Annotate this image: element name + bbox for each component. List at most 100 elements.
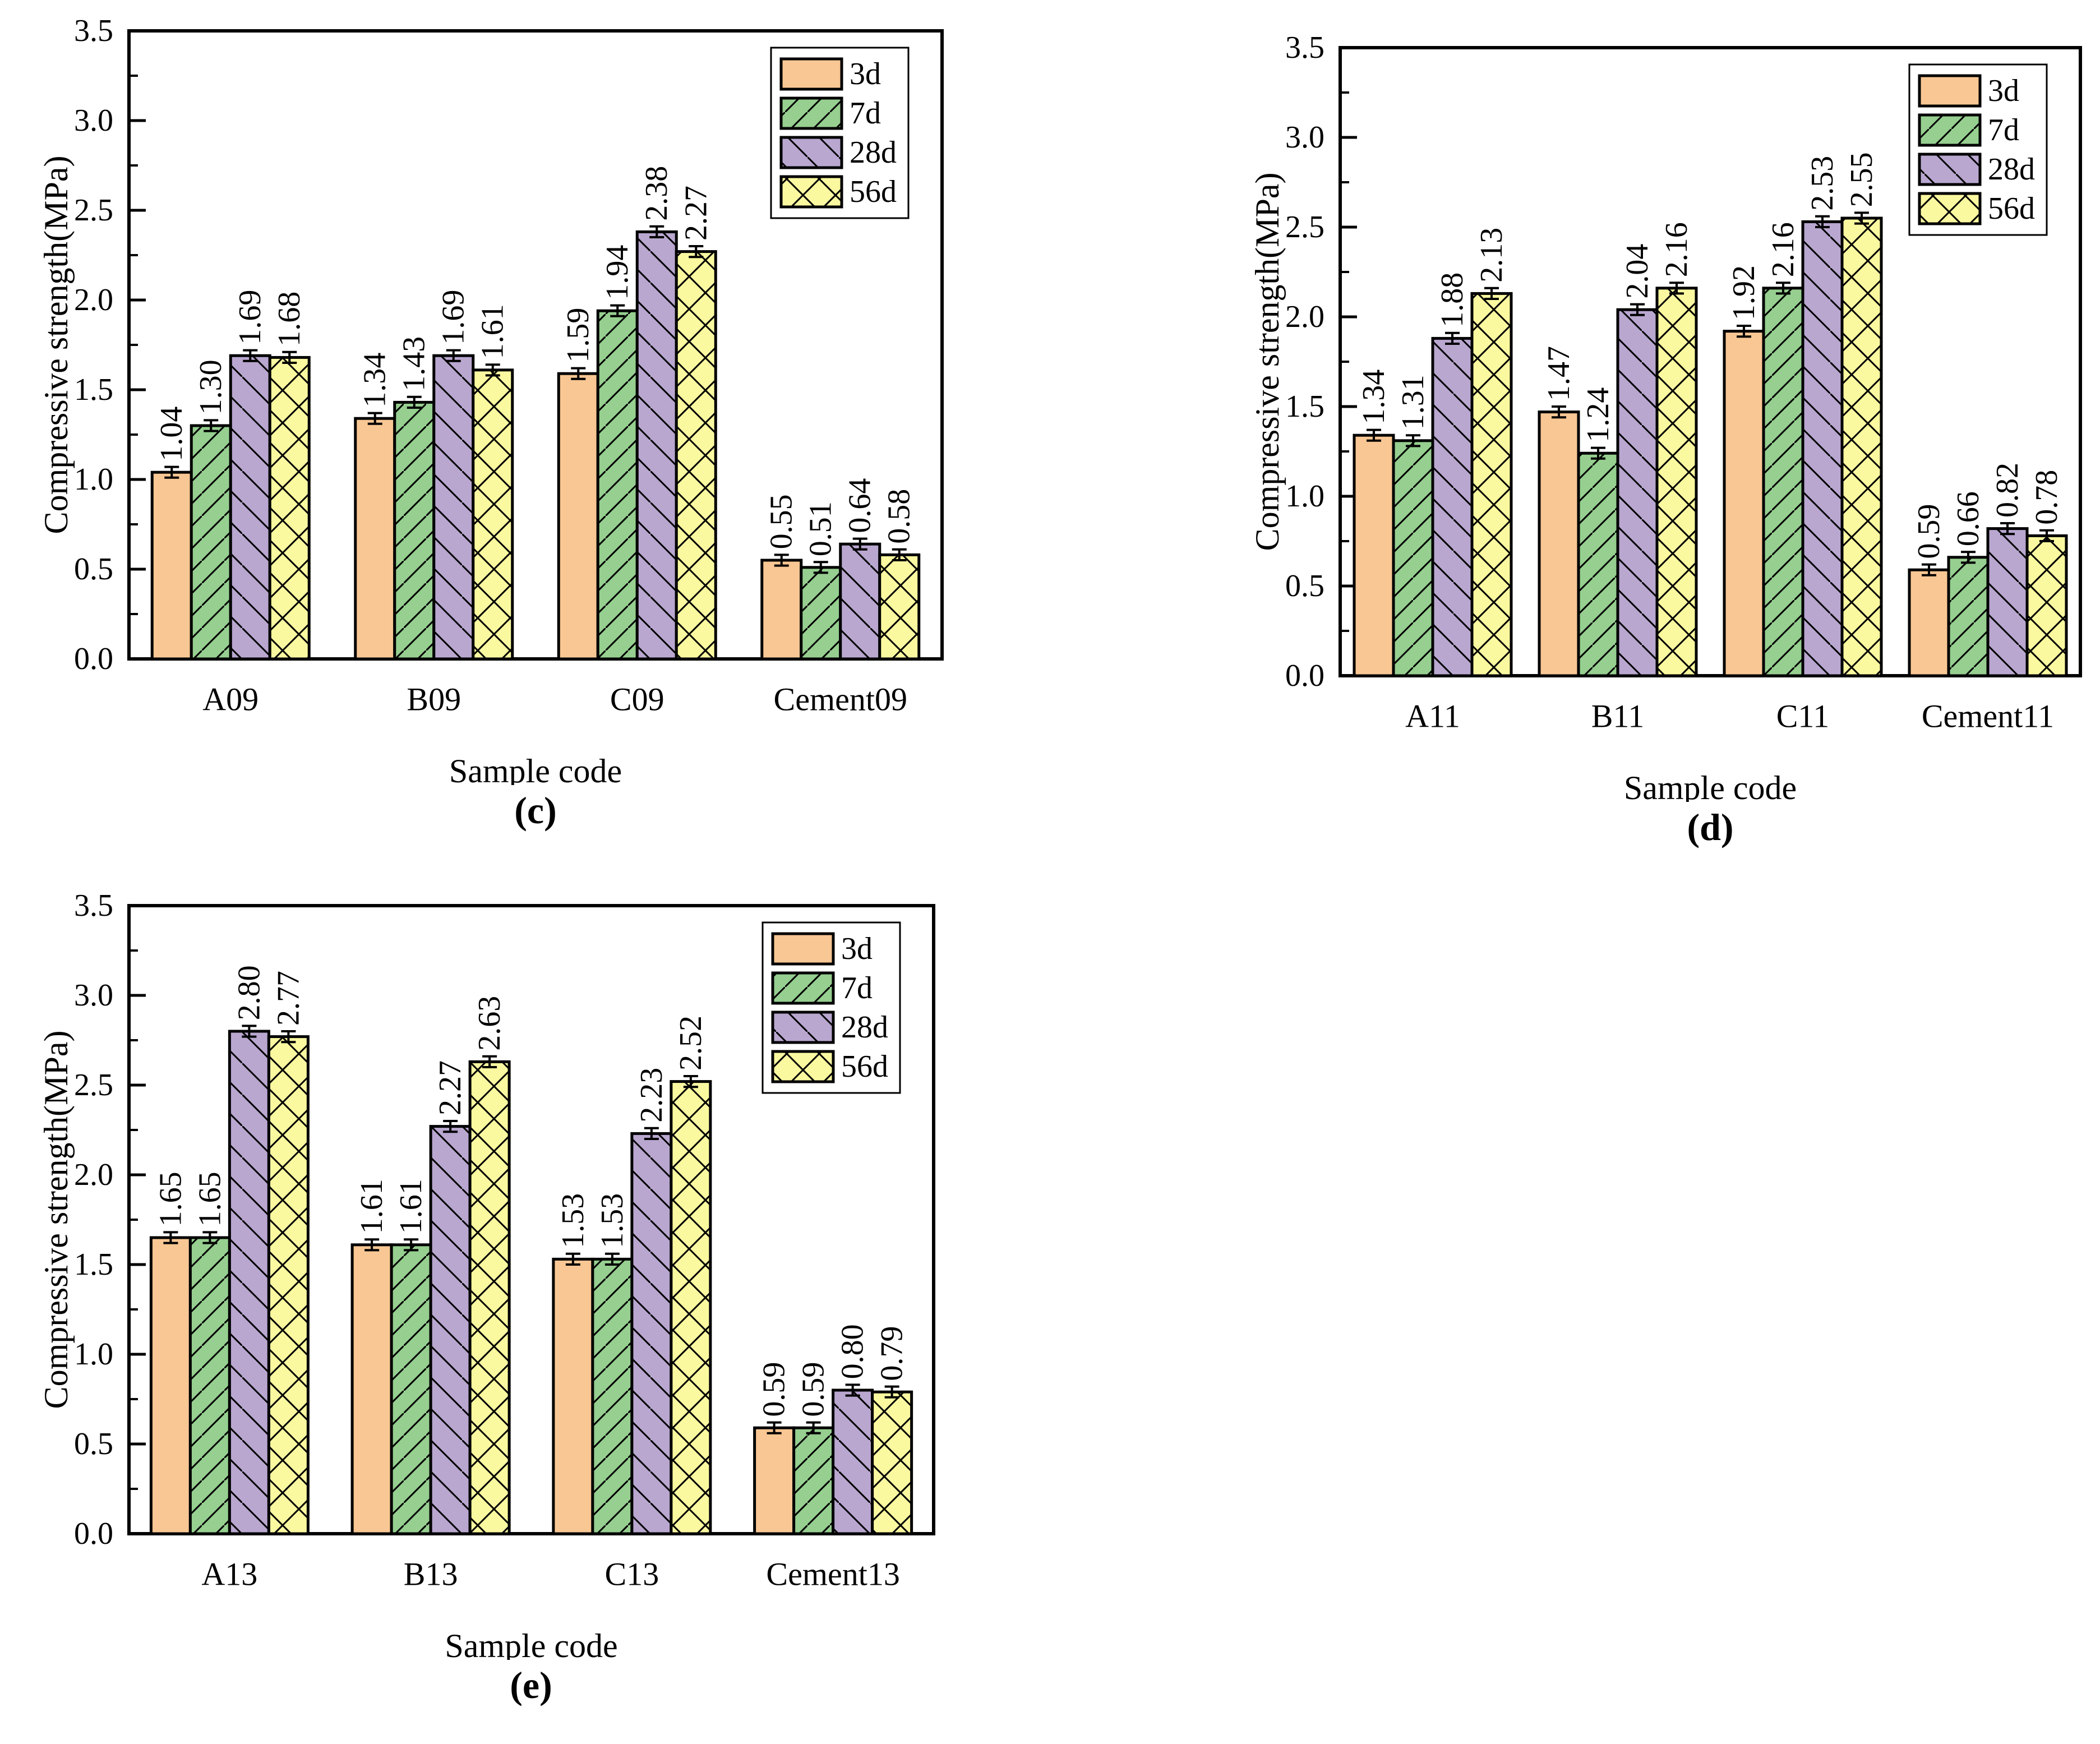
error-bar <box>485 363 500 377</box>
error-bar <box>2039 529 2054 542</box>
error-bar <box>774 553 789 567</box>
y-tick-label: 0.0 <box>74 1516 113 1551</box>
x-category-label: A11 <box>1405 698 1460 735</box>
x-axis-title: Sample code <box>1624 769 1797 802</box>
legend: 3d 7d 28d 56d <box>761 921 901 1094</box>
error-bar <box>852 537 867 551</box>
bar-hatch <box>637 232 677 659</box>
error-bar <box>404 1238 419 1252</box>
error-bar <box>243 349 258 362</box>
bar-value-label: 1.24 <box>1581 387 1616 442</box>
chart-c-canvas: 0.0 0.5 1.0 1.5 2.0 2.5 3.0 3.5 Compressive stre… <box>22 0 976 790</box>
bar-fill <box>151 1238 191 1534</box>
error-bar <box>1367 428 1381 442</box>
bar-chart: 0.0 0.5 1.0 1.5 2.0 2.5 3.0 3.5 Compressive stre… <box>38 888 935 1664</box>
bar-hatch <box>598 311 638 659</box>
y-tick-label: 0.5 <box>74 1427 113 1461</box>
bar-value-label: 0.79 <box>875 1326 910 1381</box>
bar-fill <box>1539 412 1579 676</box>
bar-hatch <box>391 1244 431 1534</box>
y-tick-label: 2.0 <box>74 283 113 317</box>
bar-hatch <box>394 402 434 659</box>
error-bar <box>367 412 382 425</box>
legend-swatch-3d <box>779 57 843 91</box>
error-bar <box>845 1383 860 1397</box>
x-category-label: B13 <box>404 1556 458 1593</box>
chart-c-caption: (c) <box>514 789 557 832</box>
bar-hatch <box>1618 310 1657 676</box>
bar-value-label: 0.78 <box>2029 470 2064 525</box>
error-bar <box>884 1385 899 1399</box>
bar-value-label: 1.92 <box>1727 265 1761 320</box>
legend: 3d 7d 28d 56d <box>1908 63 2048 236</box>
bar-hatch <box>592 1259 632 1534</box>
bar-value-label: 1.30 <box>193 359 228 414</box>
figure-d: 0.0 0.5 1.0 1.5 2.0 2.5 3.0 3.5 Compressive stre… <box>1234 17 2100 850</box>
y-axis-title: Compressive strength(MPa) <box>1249 173 1286 551</box>
legend-label: 56d <box>850 174 897 209</box>
bar-chart: 0.0 0.5 1.0 1.5 2.0 2.5 3.0 3.5 Compressive stre… <box>38 13 944 790</box>
error-bar <box>649 225 664 238</box>
bar-value-label: 1.69 <box>436 290 471 345</box>
bar-fill <box>1724 331 1764 676</box>
legend-swatch-hatch <box>1919 154 1980 184</box>
x-category-label: B11 <box>1591 698 1645 735</box>
y-tick-label: 0.0 <box>1285 658 1324 693</box>
x-category-label: Cement13 <box>766 1556 899 1593</box>
x-category-label: C11 <box>1776 698 1830 735</box>
legend-label: 7d <box>1988 113 2019 147</box>
bar-hatch <box>1764 288 1803 676</box>
bar-hatch <box>470 1062 510 1534</box>
error-bar <box>813 561 828 574</box>
chart-d-canvas: 0.0 0.5 1.0 1.5 2.0 2.5 3.0 3.5 Compressive stre… <box>1234 17 2100 806</box>
bar-hatch <box>1988 528 2027 676</box>
error-bar <box>1552 405 1566 419</box>
legend-swatch-hatch <box>781 177 842 207</box>
bar-value-label: 1.47 <box>1541 346 1576 401</box>
error-bar <box>163 1231 178 1244</box>
bar-value-label: 2.13 <box>1474 228 1509 283</box>
bar-hatch <box>269 1036 308 1534</box>
legend-label: 3d <box>1988 73 2019 108</box>
bar-value-label: 2.38 <box>639 166 674 221</box>
legend-swatch-3d <box>771 932 835 966</box>
bar-fill <box>754 1428 794 1534</box>
bar-value-label: 2.53 <box>1805 156 1840 211</box>
error-bar <box>1961 551 1976 564</box>
bar-value-label: 1.34 <box>358 353 393 408</box>
legend-swatch-7d <box>771 971 835 1005</box>
legend-swatch-hatch <box>781 98 842 128</box>
y-tick-label: 2.0 <box>1285 299 1324 334</box>
legend-label: 3d <box>850 57 881 91</box>
bar-hatch <box>801 567 841 659</box>
bar-value-label: 2.55 <box>1844 152 1879 207</box>
bar-value-label: 0.51 <box>804 501 838 556</box>
legend-swatch-fill <box>1919 76 1980 106</box>
bar-value-label: 1.69 <box>233 290 267 345</box>
legend-swatch-hatch <box>773 973 833 1003</box>
y-tick-label: 0.5 <box>1285 569 1324 603</box>
x-category-label: Cement09 <box>774 681 907 718</box>
x-category-label: Cement11 <box>1922 698 2054 735</box>
bar-hatch <box>431 1126 470 1534</box>
legend-label: 56d <box>841 1049 888 1084</box>
error-bar <box>644 1127 659 1140</box>
legend-swatch-56d <box>771 1050 835 1083</box>
bar-hatch <box>229 1031 269 1534</box>
y-tick-label: 2.0 <box>74 1157 113 1192</box>
y-tick-label: 1.0 <box>74 1337 113 1372</box>
legend-swatch-28d <box>771 1011 835 1044</box>
y-tick-label: 3.5 <box>1285 30 1324 65</box>
error-bar <box>443 1120 458 1133</box>
bar-value-label: 1.68 <box>272 292 307 347</box>
bar-value-label: 1.43 <box>397 336 432 391</box>
bar-value-label: 0.82 <box>1990 463 2025 518</box>
chart-e-canvas: 0.0 0.5 1.0 1.5 2.0 2.5 3.0 3.5 Compressive stre… <box>22 875 976 1664</box>
bar-value-label: 1.59 <box>561 308 596 363</box>
error-bar <box>446 349 461 362</box>
bar-fill <box>1354 435 1393 676</box>
error-bar <box>204 419 219 432</box>
error-bar <box>571 367 586 380</box>
error-bar <box>1776 282 1790 295</box>
error-bar <box>1815 215 1830 228</box>
